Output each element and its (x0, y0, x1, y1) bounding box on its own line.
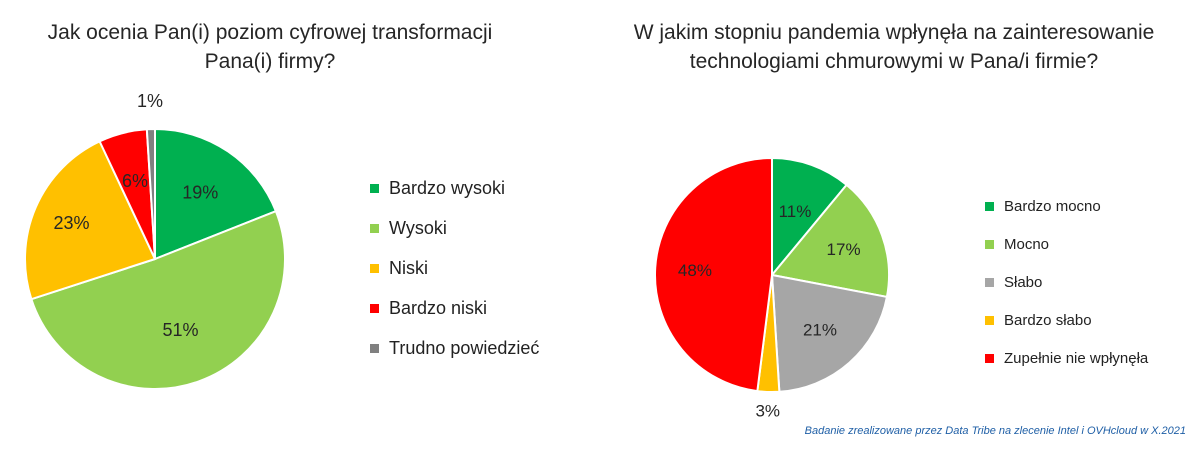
legend-label: Bardzo mocno (1004, 197, 1101, 215)
legend-item: Trudno powiedzieć (370, 328, 539, 368)
pie-chart: 19% 51% 23% 6% 1% (24, 91, 286, 390)
pie-slice-5 (654, 156, 773, 393)
legend-item: Bardzo słabo (985, 301, 1148, 339)
data-label: 17% (827, 240, 861, 259)
legend-item: Wysoki (370, 208, 539, 248)
legend: Bardzo wysoki Wysoki Niski Bardzo niski Trud… (370, 168, 539, 368)
legend-swatch (370, 303, 379, 313)
legend-swatch (985, 353, 994, 363)
legend-label: Bardzo słabo (1004, 311, 1092, 329)
pie-chart: 11% 17% 21% 3% 48% (654, 156, 890, 421)
pie-slice-5 (145, 127, 156, 260)
chart-cloud-interest: W jakim stopniu pandemia wpłynęła na zai… (600, 0, 1200, 452)
pie-slice-3 (770, 273, 889, 393)
pie-slice-2 (770, 183, 890, 299)
legend-item: Bardzo mocno (985, 187, 1148, 225)
legend-item: Słabo (985, 263, 1148, 301)
data-label: 21% (803, 320, 837, 339)
legend-item: Zupełnie nie wpłynęła (985, 339, 1148, 377)
legend-swatch (985, 315, 994, 325)
legend-item: Niski (370, 248, 539, 288)
legend-label: Mocno (1004, 235, 1050, 253)
legend-label: Wysoki (389, 217, 447, 238)
pie-slice-1 (771, 156, 848, 278)
legend-label: Bardzo wysoki (389, 177, 506, 198)
legend-swatch (370, 263, 379, 273)
legend-swatch (370, 343, 379, 353)
legend: Bardzo mocno Mocno Słabo Bardzo słabo Zupełn… (985, 187, 1148, 377)
pie-slice-1 (154, 127, 278, 261)
legend-label: Słabo (1004, 273, 1043, 291)
legend-item: Bardzo wysoki (370, 168, 539, 208)
legend-label: Niski (389, 257, 428, 278)
legend-label: Trudno powiedzieć (389, 337, 540, 358)
data-label: 23% (53, 213, 89, 233)
data-label: 51% (163, 320, 199, 340)
legend-swatch (370, 183, 379, 193)
legend-label: Zupełnie nie wpłynęła (1004, 349, 1149, 367)
legend-swatch (985, 277, 994, 287)
chart-title: Jak ocenia Pan(i) poziom cyfrowej transf… (47, 21, 493, 73)
legend-swatch (985, 201, 994, 211)
legend-item: Mocno (985, 225, 1148, 263)
data-label: 6% (122, 171, 148, 191)
data-label: 48% (678, 261, 712, 280)
data-label: 3% (755, 402, 780, 421)
data-label: 1% (137, 91, 163, 111)
source-footnote: Badanie zrealizowane przez Data Tribe na… (804, 425, 1186, 437)
chart-title: W jakim stopniu pandemia wpłynęła na zai… (633, 21, 1155, 73)
pie-slice-3 (24, 140, 157, 301)
chart-digital-transformation: Jak ocenia Pan(i) poziom cyfrowej transf… (24, 21, 539, 390)
legend-swatch (370, 223, 379, 233)
legend-label: Bardzo niski (389, 297, 488, 318)
legend-swatch (985, 239, 994, 249)
data-label: 19% (182, 183, 218, 203)
pie-slice-2 (30, 209, 286, 390)
data-label: 11% (779, 202, 812, 221)
legend-item: Bardzo niski (370, 288, 539, 328)
